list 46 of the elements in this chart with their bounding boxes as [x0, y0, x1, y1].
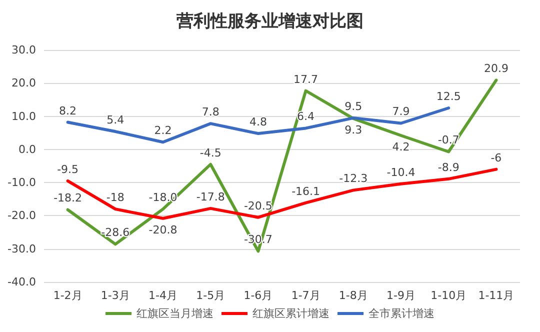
data-label: 20.9 — [484, 62, 508, 76]
x-tick-label: 1-6月 — [244, 289, 273, 302]
data-label: -28.6 — [101, 226, 130, 240]
data-label: -9.5 — [57, 162, 79, 176]
data-label: 5.4 — [106, 114, 124, 127]
y-tick-label: -10.0 — [8, 176, 36, 190]
data-label: 12.5 — [436, 90, 461, 103]
data-label: -18 — [106, 191, 124, 204]
data-label: -4.5 — [200, 146, 222, 160]
x-tick-label: 1-11月 — [478, 289, 514, 302]
data-label: 8.2 — [59, 104, 77, 118]
legend-label: 红旗区当月增速 — [136, 307, 214, 320]
data-label: 2.2 — [154, 124, 172, 138]
chart-title: 营利性服务业增速对比图 — [176, 12, 364, 32]
data-label: -16.1 — [292, 184, 320, 198]
x-tick-label: 1-2月 — [53, 289, 82, 302]
data-label: -8.9 — [438, 160, 460, 174]
legend-label: 全市累计增速 — [368, 307, 434, 320]
y-tick-label: 20.0 — [12, 76, 36, 90]
data-label: -18.2 — [54, 192, 82, 205]
data-label: -20.8 — [148, 223, 178, 236]
data-label: 7.8 — [202, 106, 220, 119]
x-tick-label: 1-10月 — [430, 289, 467, 302]
legend-label: 红旗区累计增速 — [252, 307, 330, 320]
y-tick-label: 10.0 — [12, 110, 36, 123]
y-tick-label: -20.0 — [8, 209, 36, 222]
data-label: -10.4 — [386, 166, 416, 179]
data-label: 4.8 — [249, 116, 267, 129]
x-tick-label: 1-8月 — [338, 289, 368, 302]
data-label: 9.3 — [344, 124, 362, 137]
x-tick-label: 1-4月 — [148, 289, 178, 302]
data-label: -12.3 — [339, 172, 368, 186]
y-tick-label: -40.0 — [8, 276, 36, 288]
y-tick-label: 30.0 — [12, 44, 36, 56]
data-label: 9.5 — [344, 100, 362, 113]
data-label: 4.2 — [392, 140, 410, 154]
data-label: 7.9 — [392, 105, 410, 118]
data-label: 17.7 — [294, 72, 318, 86]
y-tick-label: 0.0 — [18, 142, 36, 156]
x-tick-label: 1-7月 — [291, 289, 320, 302]
x-tick-label: 1-5月 — [196, 289, 226, 302]
data-label: -17.8 — [196, 190, 225, 204]
y-tick-label: -30.0 — [8, 242, 36, 256]
x-tick-label: 1-9月 — [386, 289, 416, 302]
x-tick-label: 1-3月 — [100, 289, 130, 302]
data-label: -6 — [490, 151, 502, 164]
